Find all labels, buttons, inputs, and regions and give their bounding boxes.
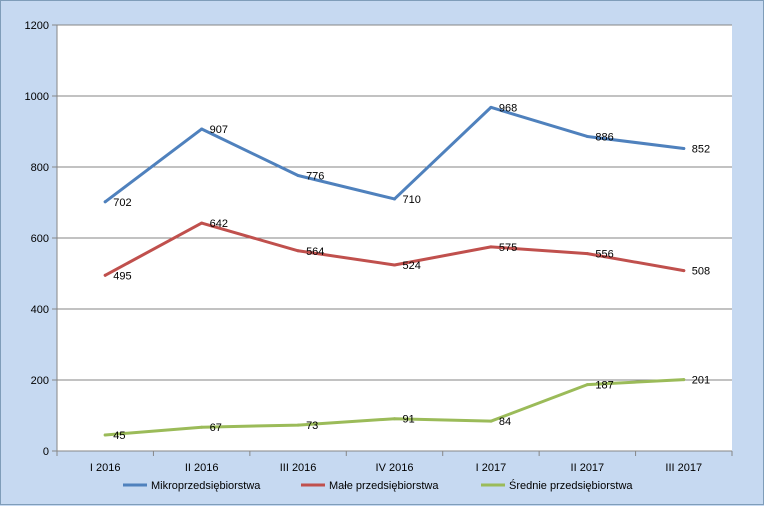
data-point (393, 417, 396, 421)
y-tick-label: 1200 (25, 20, 49, 32)
y-tick-label: 800 (31, 162, 49, 174)
data-point (585, 134, 589, 138)
data-point (296, 423, 300, 427)
data-point (585, 252, 589, 256)
data-point (682, 378, 686, 382)
data-point (296, 174, 300, 178)
data-point (393, 263, 396, 267)
x-tick-label: I 2016 (90, 462, 121, 474)
data-label: 852 (692, 144, 710, 156)
data-label: 710 (403, 194, 421, 206)
data-point (585, 383, 589, 387)
data-label: 495 (113, 270, 131, 282)
data-point (200, 221, 204, 225)
data-point (489, 419, 493, 423)
data-label: 968 (499, 102, 517, 114)
y-tick-label: 200 (31, 375, 49, 387)
data-point (682, 147, 686, 151)
data-label: 776 (306, 171, 324, 183)
data-point (393, 197, 396, 201)
data-point (103, 433, 107, 437)
x-tick-label: III 2017 (665, 462, 702, 474)
x-tick-label: II 2017 (571, 462, 605, 474)
y-tick-label: 400 (31, 304, 49, 316)
data-label: 73 (306, 420, 318, 432)
data-point (103, 200, 107, 204)
data-point (200, 127, 204, 131)
data-point (103, 273, 107, 277)
data-label: 201 (692, 375, 710, 387)
legend-label: Mikroprzedsiębiorstwa (151, 480, 261, 492)
data-label: 556 (595, 249, 613, 261)
data-point (296, 249, 300, 253)
data-label: 575 (499, 242, 517, 254)
data-label: 91 (403, 414, 415, 426)
y-tick-label: 1000 (25, 91, 49, 103)
legend-label: Małe przedsiębiorstwa (329, 480, 439, 492)
data-label: 508 (692, 266, 710, 278)
y-tick-label: 0 (43, 446, 49, 458)
data-label: 907 (210, 124, 228, 136)
data-label: 187 (595, 380, 613, 392)
data-label: 67 (210, 422, 222, 434)
data-point (200, 425, 204, 429)
data-label: 45 (113, 430, 125, 442)
data-label: 886 (595, 131, 613, 143)
data-point (489, 245, 493, 249)
data-label: 84 (499, 416, 511, 428)
legend-label: Średnie przedsiębiorstwa (509, 479, 633, 492)
data-point (682, 269, 686, 273)
data-label: 564 (306, 246, 324, 258)
x-tick-label: II 2016 (185, 462, 219, 474)
x-tick-label: III 2016 (280, 462, 317, 474)
y-tick-label: 600 (31, 233, 49, 245)
data-label: 642 (210, 218, 228, 230)
data-point (489, 105, 493, 109)
x-tick-label: I 2017 (476, 462, 507, 474)
data-label: 702 (113, 197, 131, 209)
x-tick-label: IV 2016 (376, 462, 414, 474)
data-label: 524 (403, 260, 421, 272)
